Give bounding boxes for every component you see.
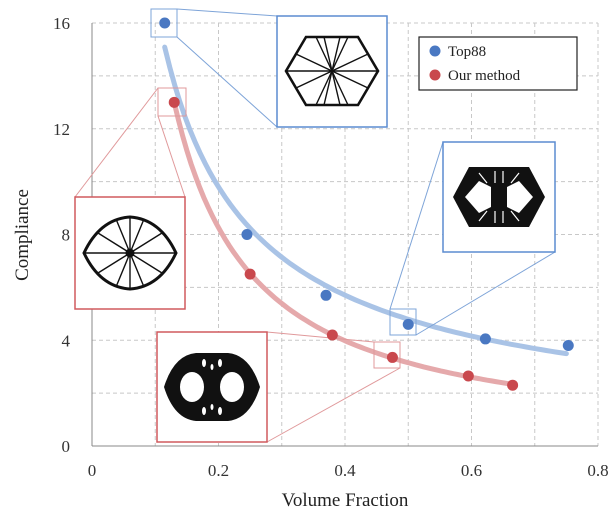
y-tick-labels: 0 4 8 12 16: [53, 14, 71, 456]
data-point-top88: [320, 289, 332, 301]
data-point-our-method: [168, 96, 180, 108]
legend-marker-our-method: [429, 69, 441, 81]
fit-curves: [162, 44, 569, 387]
x-tick-labels: 0 0.2 0.4 0.6 0.8: [88, 461, 609, 480]
legend-marker-top88: [429, 45, 441, 57]
legend-label-top88: Top88: [448, 44, 486, 60]
data-point-top88: [402, 318, 414, 330]
red-callouts: [74, 87, 401, 443]
x-axis-title: Volume Fraction: [282, 490, 409, 511]
x-tick-label: 0.8: [587, 461, 608, 480]
fit-curve-our-method: [171, 100, 516, 387]
data-point-our-method: [462, 370, 474, 382]
data-points: [159, 17, 574, 391]
y-tick-label: 12: [53, 120, 70, 139]
data-point-top88: [241, 229, 253, 240]
inset-our-method-mid-volume: [156, 331, 268, 443]
our-method-highlight-box-2: [373, 341, 401, 369]
data-point-our-method: [386, 351, 398, 363]
y-tick-label: 8: [62, 226, 71, 245]
our-method-highlight-box-1: [157, 87, 187, 117]
fit-curve-top88: [162, 44, 569, 357]
x-tick-label: 0.4: [334, 461, 356, 480]
y-tick-label: 4: [62, 331, 71, 350]
legend: Top88 Our method: [418, 36, 578, 91]
blue-callouts: [150, 8, 556, 336]
our-method-connector: [266, 367, 401, 443]
data-point-our-method: [507, 379, 519, 391]
data-point-top88: [479, 333, 491, 345]
data-point-our-method: [326, 329, 338, 341]
top88-highlight-box-1: [150, 8, 178, 38]
y-axis-title: Compliance: [12, 189, 33, 281]
legend-box: [418, 36, 578, 91]
our-method-connector: [74, 87, 159, 198]
x-tick-label: 0: [88, 461, 97, 480]
y-tick-label: 0: [62, 437, 71, 456]
data-point-top88: [562, 340, 574, 352]
top88-connector: [176, 8, 278, 17]
y-tick-label: 16: [53, 14, 70, 33]
top88-connector: [389, 141, 444, 310]
inset-top88-mid-volume: [442, 141, 556, 253]
data-point-our-method: [244, 268, 256, 280]
our-method-connector: [157, 115, 186, 198]
legend-label-our-method: Our method: [448, 68, 521, 84]
x-tick-label: 0.6: [461, 461, 482, 480]
x-tick-label: 0.2: [208, 461, 229, 480]
top88-connector: [176, 36, 278, 128]
top88-connector: [415, 251, 556, 336]
top88-highlight-box-2: [389, 308, 417, 336]
data-point-top88: [159, 17, 171, 29]
inset-our-method-low-volume: [74, 196, 186, 310]
our-method-connector: [266, 331, 375, 343]
inset-top88-low-volume: [276, 15, 388, 128]
